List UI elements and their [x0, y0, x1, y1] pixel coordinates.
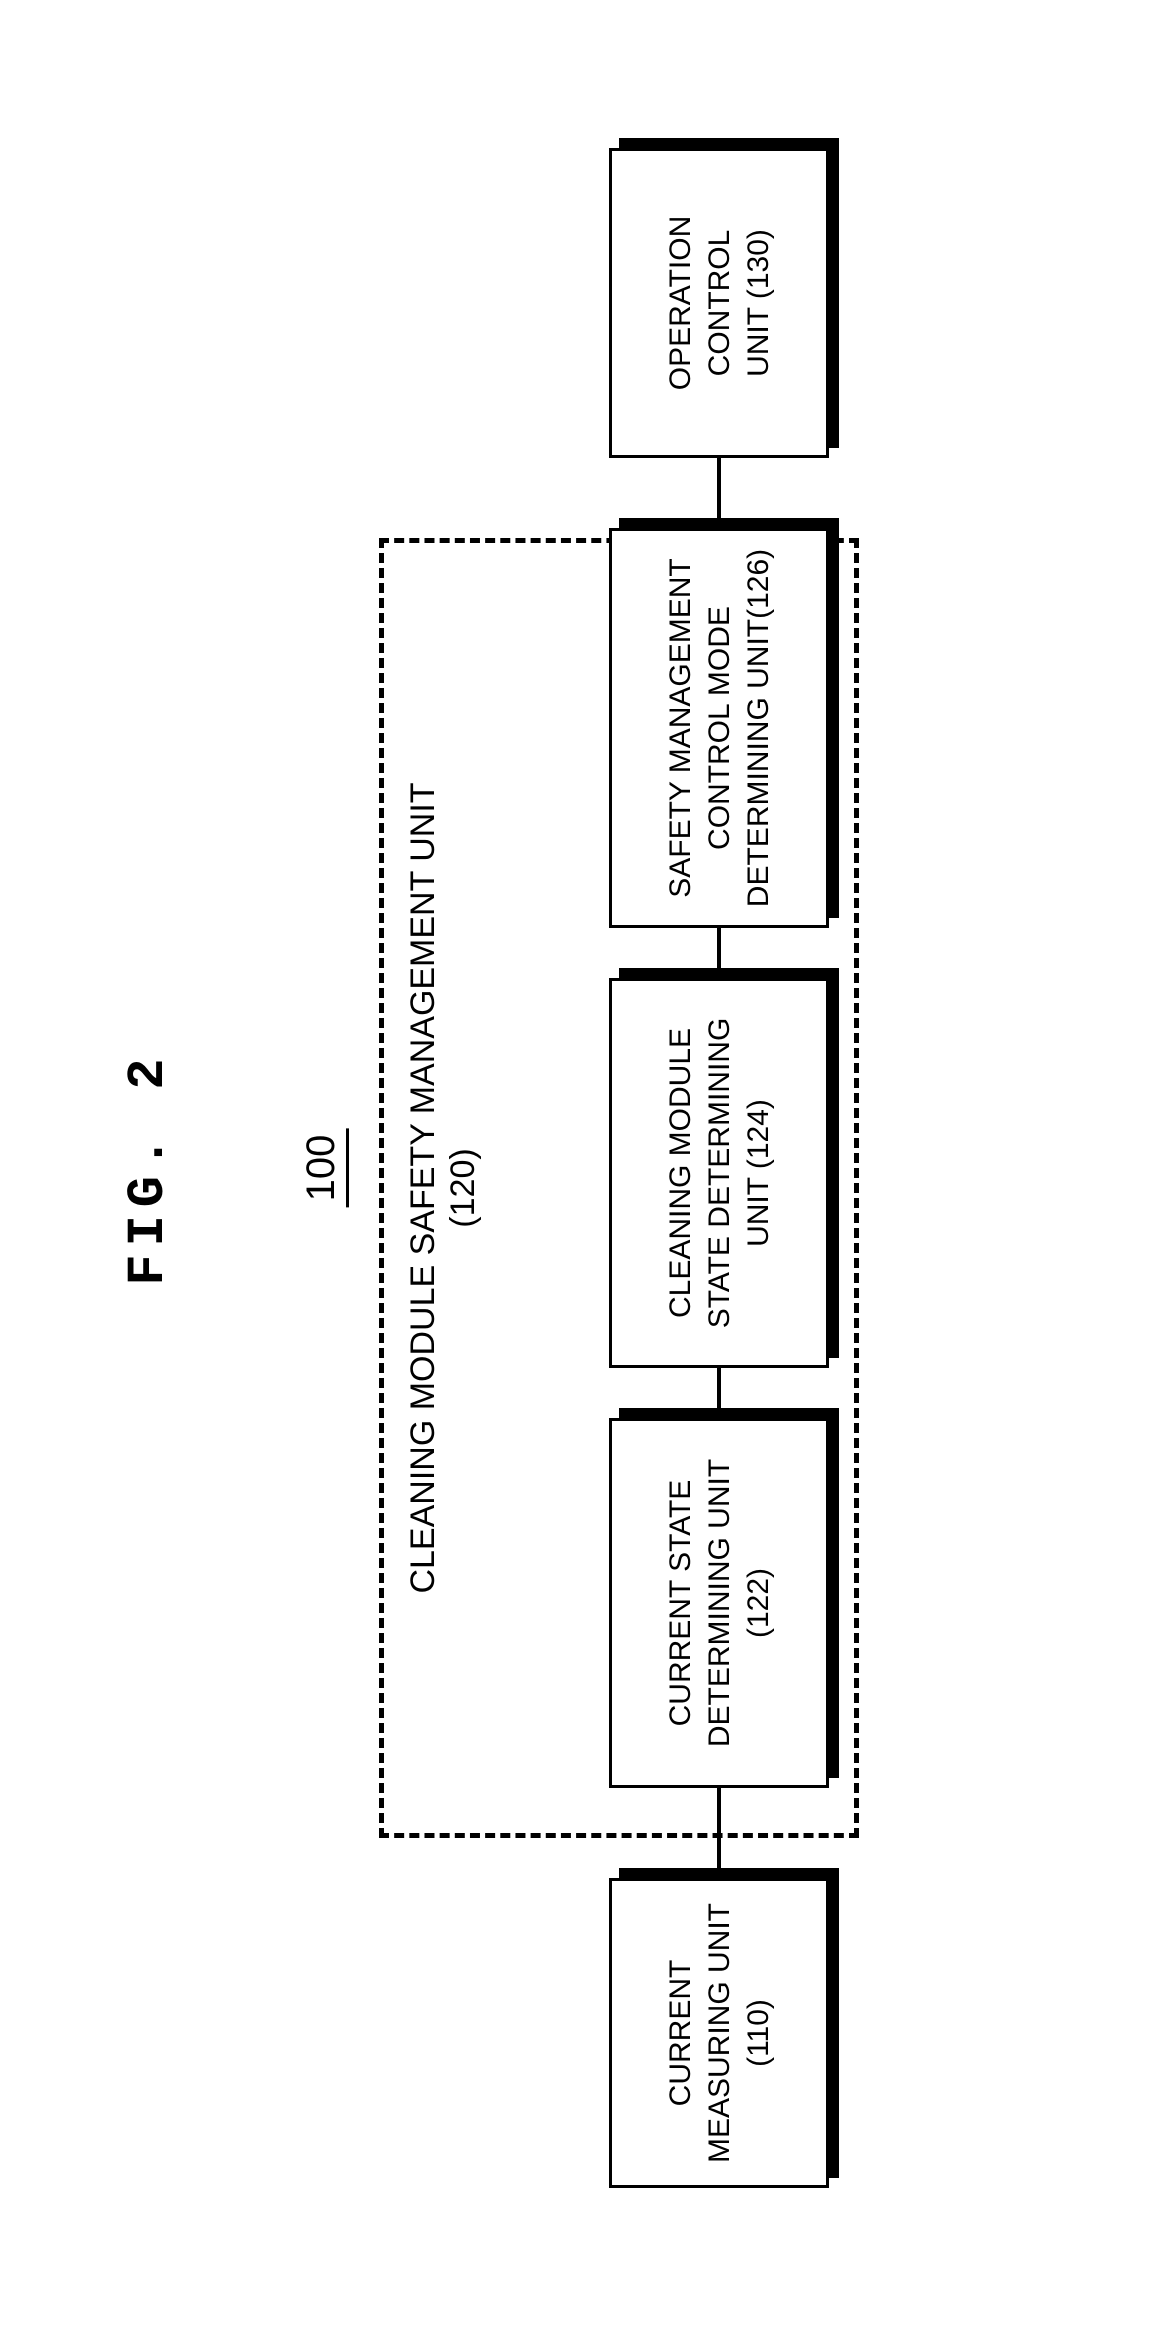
- block-current-state-determining-unit: CURRENT STATE DETERMINING UNIT (122): [609, 1418, 829, 1788]
- block-122-text: CURRENT STATE DETERMINING UNIT (122): [661, 1458, 778, 1746]
- block-cleaning-module-state-determining-unit: CLEANING MODULE STATE DETERMINING UNIT (…: [609, 978, 829, 1368]
- block-130-text: OPERATION CONTROL UNIT (130): [661, 215, 778, 389]
- container-number: (120): [444, 543, 483, 1833]
- block-124-text: CLEANING MODULE STATE DETERMINING UNIT (…: [661, 1017, 778, 1328]
- ref-number-100: 100: [299, 1128, 349, 1207]
- block-safety-management-control-mode-determining-unit: SAFETY MANAGEMENT CONTROL MODE DETERMINI…: [609, 528, 829, 928]
- block-126-text: SAFETY MANAGEMENT CONTROL MODE DETERMINI…: [661, 548, 778, 906]
- block-operation-control-unit: OPERATION CONTROL UNIT (130): [609, 148, 829, 458]
- connector-110-122: [717, 1783, 721, 1878]
- block-current-measuring-unit: CURRENT MEASURING UNIT (110): [609, 1878, 829, 2188]
- figure-label: FIG. 2: [119, 1050, 178, 1285]
- container-title: CLEANING MODULE SAFETY MANAGEMENT UNIT: [404, 543, 443, 1833]
- block-110-text: CURRENT MEASURING UNIT (110): [661, 1903, 778, 2163]
- connector-126-130: [717, 453, 721, 523]
- diagram-canvas: FIG. 2 100 CLEANING MODULE SAFETY MANAGE…: [179, 118, 979, 2218]
